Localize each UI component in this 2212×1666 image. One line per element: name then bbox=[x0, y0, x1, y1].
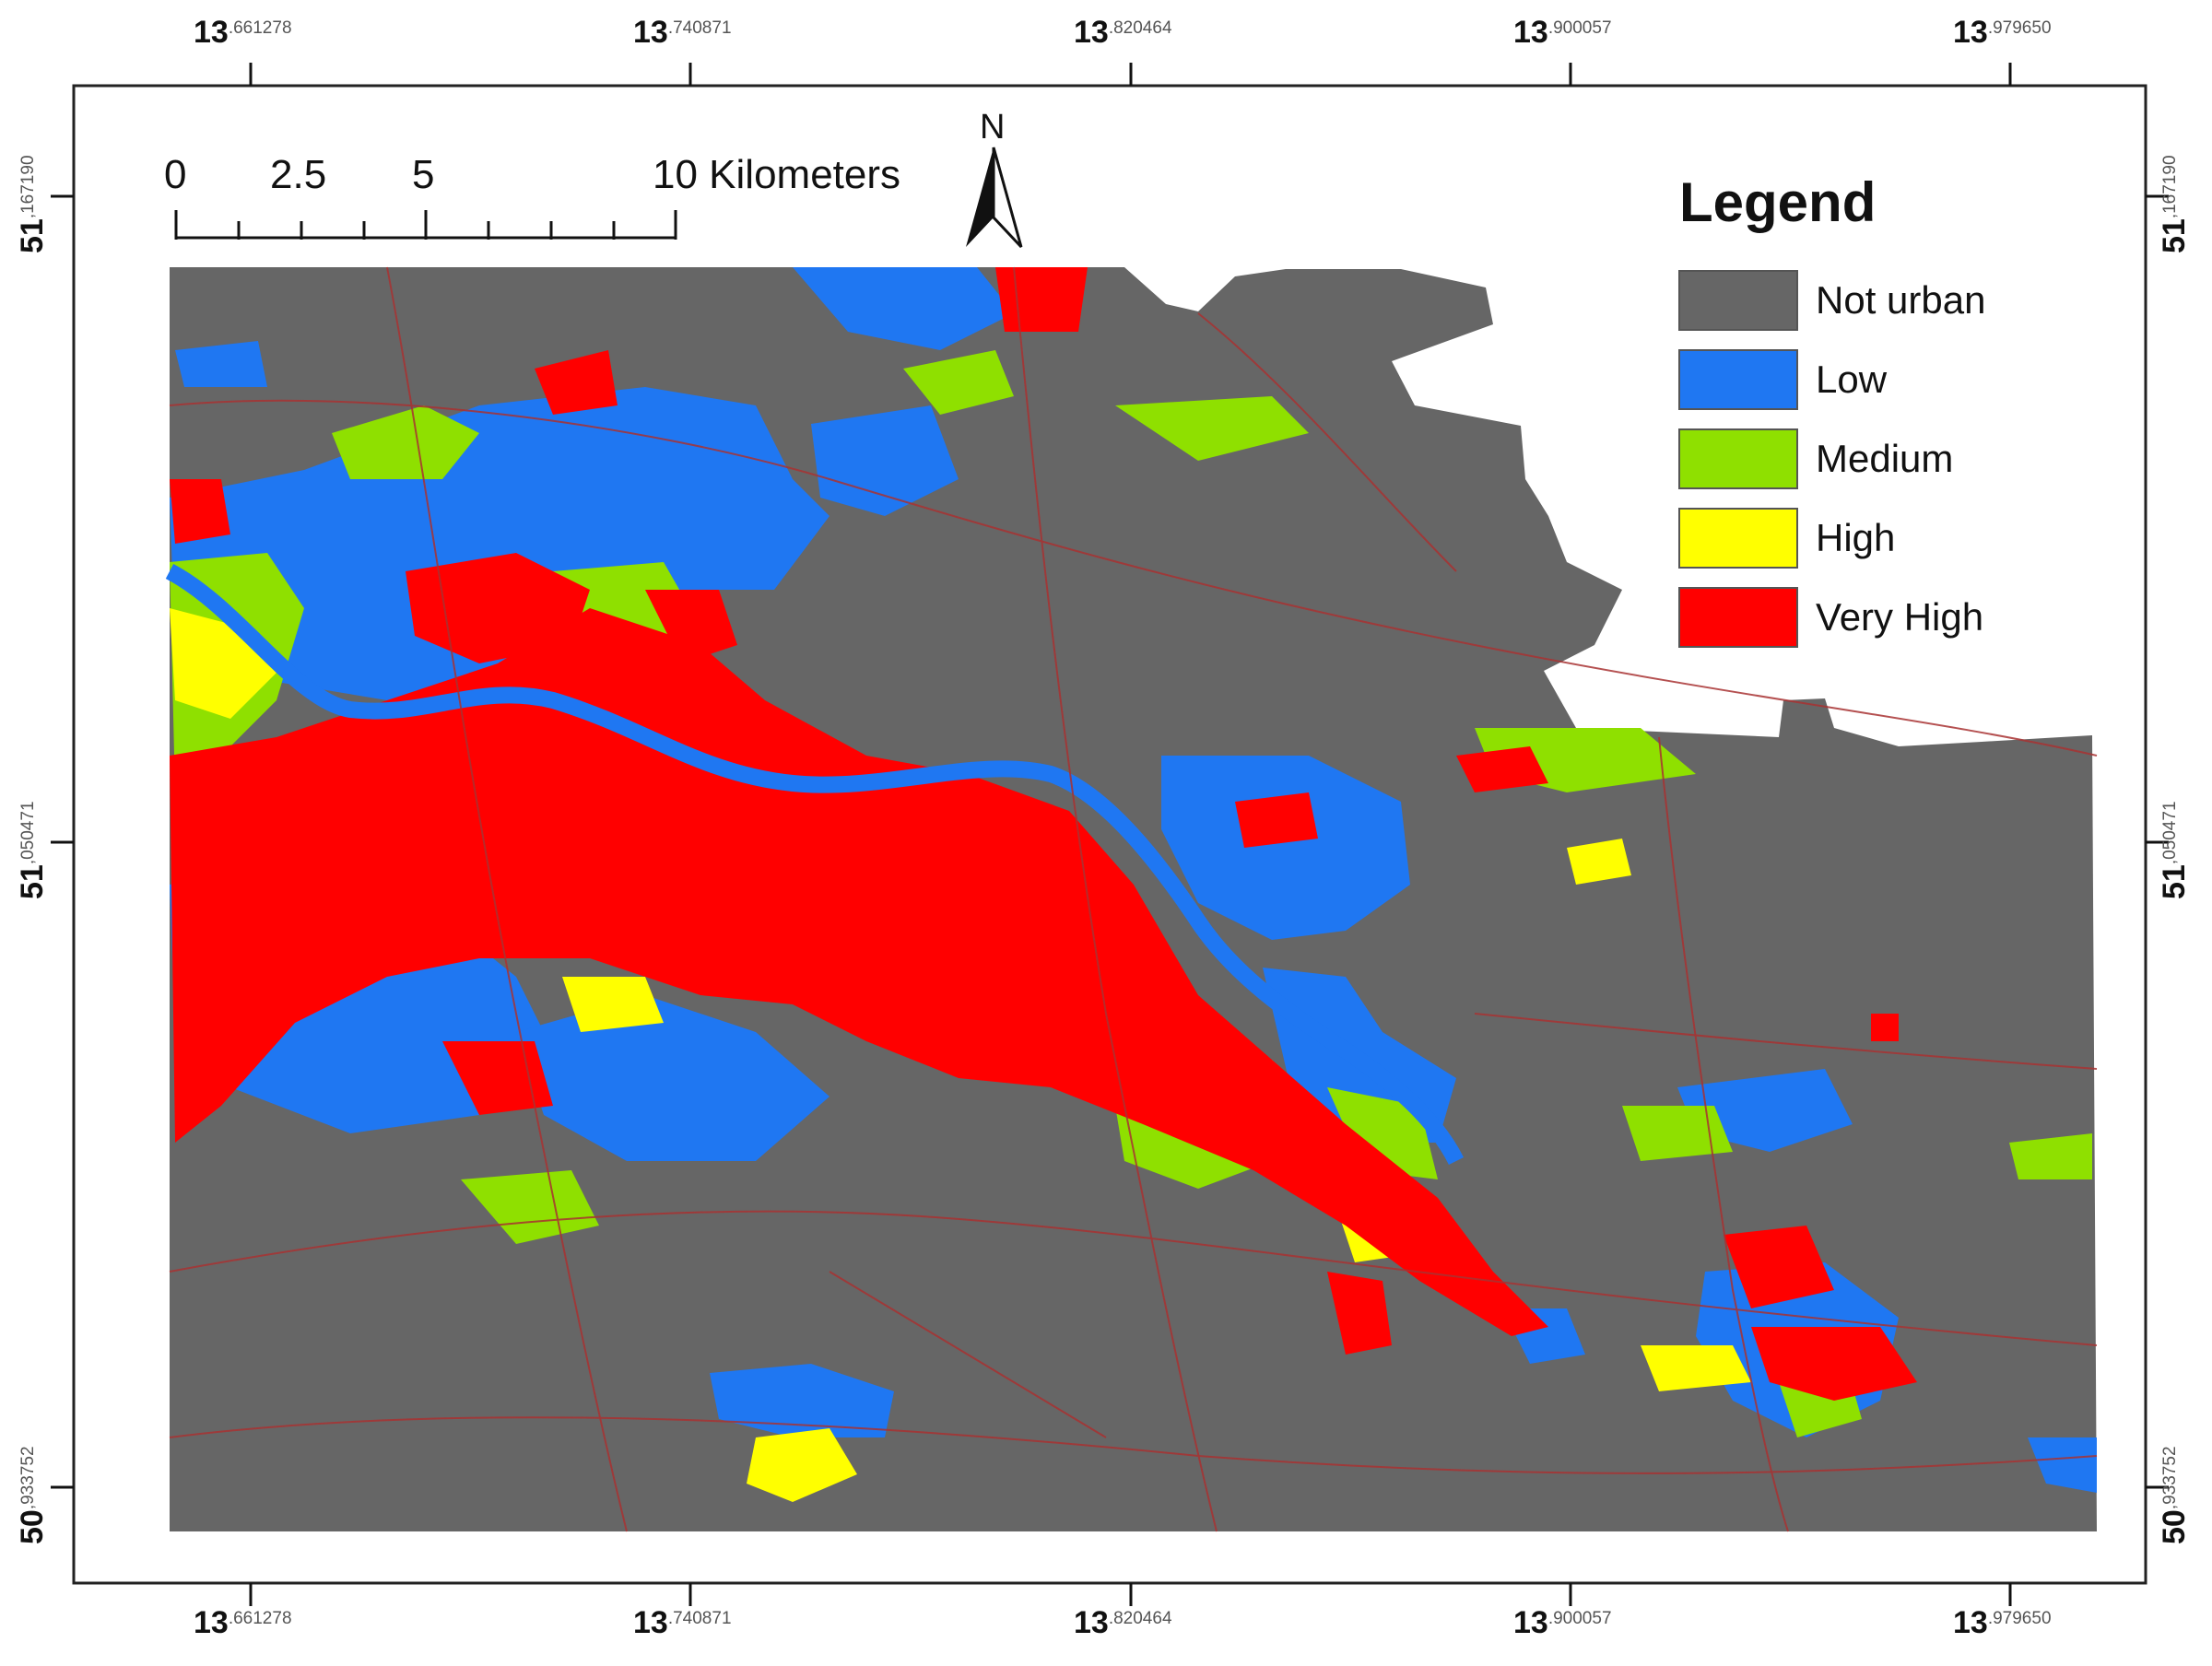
legend-swatch bbox=[1678, 587, 1798, 648]
lon-label: 13.900057 bbox=[1513, 1605, 1612, 1640]
legend-swatch bbox=[1678, 508, 1798, 569]
lon-label: 13.979650 bbox=[1953, 15, 2052, 50]
legend-swatch bbox=[1678, 428, 1798, 489]
lat-label: 51,167190 bbox=[15, 155, 50, 253]
graticule: 13.661278 13.661278 13.740871 13.740871 13.8… bbox=[15, 15, 2192, 1640]
lat-label: 51,050471 bbox=[2157, 801, 2192, 899]
scale-label-5: 5 bbox=[412, 152, 434, 197]
lon-label: 13.661278 bbox=[194, 15, 292, 50]
legend-label: Low bbox=[1816, 358, 1888, 401]
lat-label: 51,050471 bbox=[15, 801, 50, 899]
north-label: N bbox=[980, 108, 1005, 147]
lon-label: 13.740871 bbox=[633, 15, 732, 50]
lat-label: 50,933752 bbox=[15, 1446, 50, 1544]
lat-label: 50,933752 bbox=[2157, 1446, 2192, 1544]
scale-label-2-5: 2.5 bbox=[270, 152, 326, 197]
legend-label: High bbox=[1816, 516, 1895, 559]
legend-swatch bbox=[1678, 270, 1798, 331]
lon-label: 13.820464 bbox=[1074, 15, 1172, 50]
north-arrow-icon: N bbox=[966, 108, 1023, 249]
lon-label: 13.661278 bbox=[194, 1605, 292, 1640]
lon-label: 13.820464 bbox=[1074, 1605, 1172, 1640]
legend-title: Legend bbox=[1679, 171, 1876, 233]
legend-label: Very High bbox=[1816, 595, 1983, 639]
legend-label: Not urban bbox=[1816, 278, 1985, 322]
lat-label: 51,167190 bbox=[2157, 155, 2192, 253]
lon-label: 13.900057 bbox=[1513, 15, 1612, 50]
map-legend: Legend Not urban Low Medium High Very High bbox=[1678, 171, 1985, 648]
map-neatline bbox=[72, 84, 2147, 1585]
scale-bar: 0 2.5 5 10 Kilometers bbox=[164, 152, 900, 240]
urban-patches bbox=[165, 267, 2097, 1502]
scale-label-10-km: 10 Kilometers bbox=[653, 152, 900, 197]
scale-label-0: 0 bbox=[164, 152, 186, 197]
legend-label: Medium bbox=[1816, 437, 1953, 480]
lon-label: 13.740871 bbox=[633, 1605, 732, 1640]
legend-swatch bbox=[1678, 349, 1798, 410]
lon-label: 13.979650 bbox=[1953, 1605, 2052, 1640]
road-network bbox=[169, 266, 2098, 1532]
map-data-frame bbox=[165, 266, 2098, 1532]
